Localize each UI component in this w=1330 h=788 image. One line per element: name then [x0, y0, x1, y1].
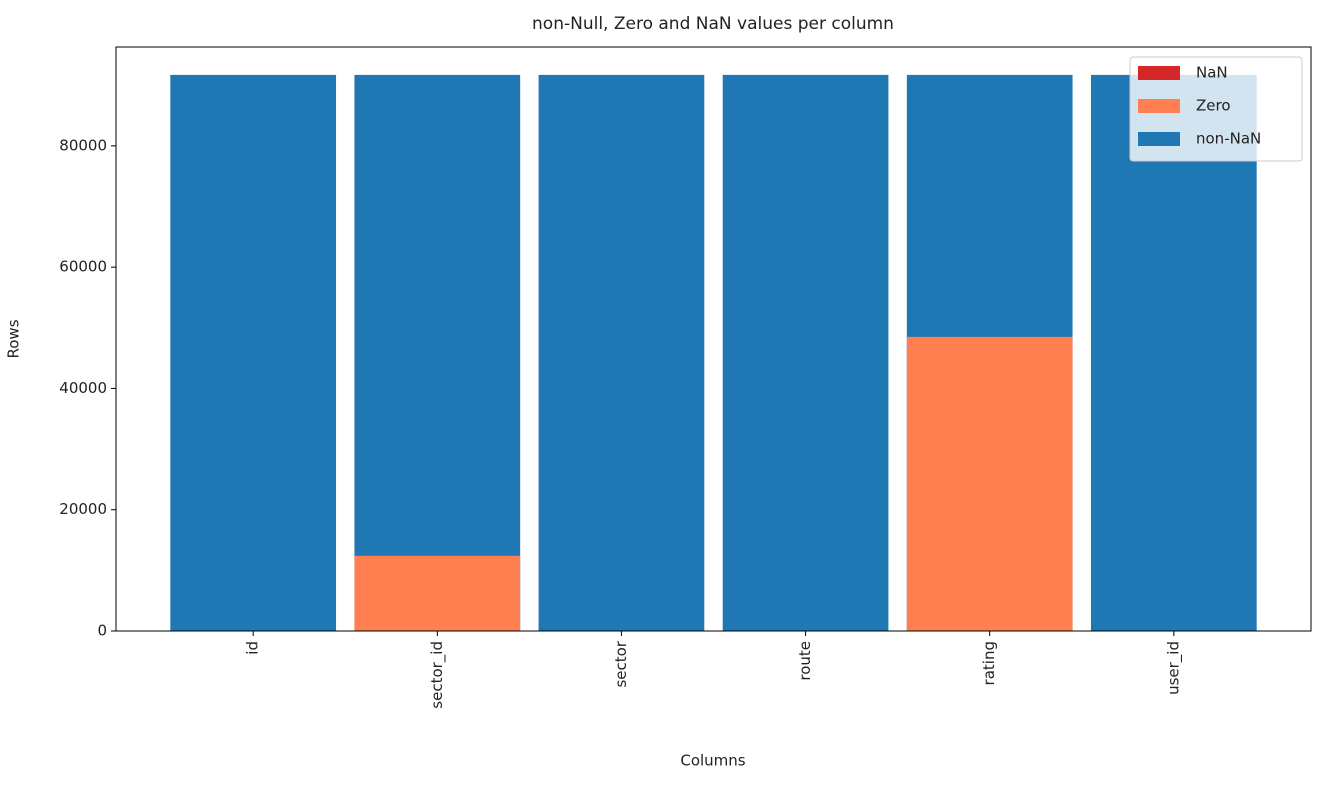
x-tick-label: user_id	[1164, 641, 1183, 695]
x-tick-label: rating	[980, 641, 998, 685]
legend-label: NaN	[1196, 64, 1228, 82]
bar	[354, 74, 521, 631]
x-tick-label: sector	[612, 640, 630, 687]
bar	[354, 555, 521, 631]
plot-frame	[115, 46, 1312, 632]
y-tick-label: 20000	[59, 500, 107, 518]
y-tick-label: 80000	[59, 136, 107, 154]
bar	[538, 74, 705, 631]
x-tick-label: id	[244, 641, 262, 655]
bar	[1090, 74, 1257, 631]
legend-swatch	[1138, 132, 1180, 146]
bar	[170, 74, 337, 631]
y-tick-label: 40000	[59, 379, 107, 397]
x-axis-label: Columns	[680, 752, 745, 770]
legend-swatch	[1138, 66, 1180, 80]
bar	[906, 336, 1073, 631]
legend-swatch	[1138, 99, 1180, 113]
bar	[722, 74, 889, 631]
chart-title: non-Null, Zero and NaN values per column	[532, 14, 894, 34]
legend-label: Zero	[1196, 97, 1231, 115]
y-tick-label: 0	[97, 622, 107, 640]
y-axis-label: Rows	[5, 319, 23, 358]
x-tick-label: route	[796, 641, 814, 681]
legend-label: non-NaN	[1196, 130, 1261, 148]
x-tick-label: sector_id	[428, 641, 447, 709]
y-tick-label: 60000	[59, 258, 107, 276]
